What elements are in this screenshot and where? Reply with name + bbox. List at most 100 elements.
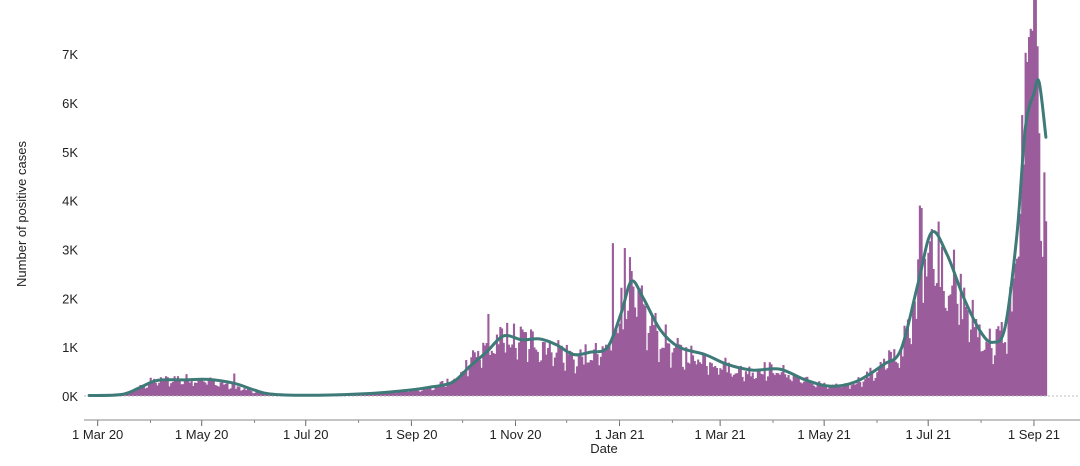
case-bar — [410, 389, 413, 396]
case-bar — [649, 325, 652, 396]
case-bar — [787, 374, 790, 396]
case-bar — [935, 283, 938, 396]
case-bar — [941, 246, 944, 396]
case-bar — [379, 392, 383, 396]
case-bar — [207, 379, 210, 396]
case-bar — [796, 375, 799, 396]
case-bar — [934, 285, 937, 396]
case-bar — [482, 342, 485, 396]
case-bar — [535, 349, 538, 396]
y-tick-label: 4K — [62, 194, 78, 209]
case-bar — [898, 367, 901, 396]
case-bar — [238, 386, 241, 396]
case-bar — [929, 241, 932, 396]
case-bar — [702, 353, 705, 396]
case-bar — [415, 388, 418, 396]
case-bar — [431, 390, 434, 396]
case-bar — [180, 384, 183, 396]
case-bar — [758, 369, 761, 396]
case-bar — [1009, 287, 1012, 396]
case-bar — [850, 385, 853, 396]
case-bar — [707, 374, 710, 396]
case-bar — [466, 376, 469, 396]
case-bar — [146, 387, 149, 396]
y-tick-label: 1K — [62, 340, 78, 355]
case-bar — [523, 332, 526, 396]
case-bar — [952, 249, 956, 396]
case-bar — [751, 372, 754, 396]
case-bar — [504, 352, 507, 396]
case-bar — [492, 353, 495, 396]
case-bar — [946, 310, 949, 396]
case-bar — [840, 387, 843, 396]
case-bar — [970, 329, 973, 396]
case-bar — [884, 369, 887, 396]
case-bar — [231, 383, 234, 396]
case-bar — [223, 384, 226, 396]
case-bar — [831, 384, 834, 396]
case-bar — [767, 376, 770, 396]
case-bar — [867, 377, 870, 396]
case-bar — [719, 368, 722, 396]
case-bar — [992, 364, 995, 396]
case-bar — [228, 389, 231, 396]
case-bar — [668, 343, 671, 396]
case-bar — [1036, 46, 1039, 396]
case-bar — [489, 355, 492, 396]
x-axis-label: Date — [590, 441, 617, 456]
case-bar — [236, 386, 239, 396]
case-bar — [671, 352, 674, 396]
case-bar — [599, 356, 603, 396]
case-bar — [797, 377, 800, 396]
case-bar — [801, 383, 804, 396]
case-bar — [200, 379, 203, 396]
case-bar — [987, 343, 990, 396]
case-bar — [584, 344, 587, 396]
case-bar — [1000, 322, 1003, 396]
case-bar — [570, 352, 574, 396]
case-bar — [402, 391, 405, 396]
case-bar — [674, 344, 678, 396]
case-bar — [490, 350, 493, 396]
case-bar — [680, 344, 683, 396]
case-bar — [606, 347, 609, 396]
case-bar — [640, 285, 643, 396]
case-bar — [826, 388, 829, 396]
case-bar — [448, 382, 451, 396]
case-bar — [743, 381, 746, 396]
case-bar — [552, 366, 555, 396]
case-bar — [550, 352, 553, 396]
case-bar — [1027, 37, 1031, 397]
case-bar — [637, 290, 640, 396]
case-bar — [710, 363, 713, 396]
case-bar — [871, 373, 874, 396]
case-bar — [785, 377, 788, 396]
case-bar — [190, 380, 193, 396]
case-bar — [651, 316, 654, 396]
case-bar — [978, 324, 981, 396]
case-bar — [736, 373, 739, 396]
case-bar — [1029, 28, 1032, 396]
case-bar — [483, 345, 487, 396]
case-bar — [964, 306, 967, 396]
case-bar — [761, 374, 765, 396]
case-bar — [630, 271, 633, 396]
case-bar — [616, 333, 620, 396]
case-bar — [454, 378, 458, 396]
case-bar — [842, 384, 845, 396]
case-bar — [536, 351, 539, 396]
case-bar — [925, 276, 928, 396]
case-bar — [727, 362, 730, 396]
case-bar — [980, 351, 983, 396]
case-bar — [465, 360, 468, 396]
case-bar — [876, 372, 879, 396]
case-bar — [449, 383, 452, 396]
case-bar — [623, 248, 626, 396]
case-bar — [569, 350, 572, 396]
case-bar — [603, 350, 606, 396]
case-bar — [966, 310, 969, 396]
case-bar — [425, 386, 429, 396]
case-bar — [586, 362, 589, 396]
case-bar — [243, 388, 246, 396]
